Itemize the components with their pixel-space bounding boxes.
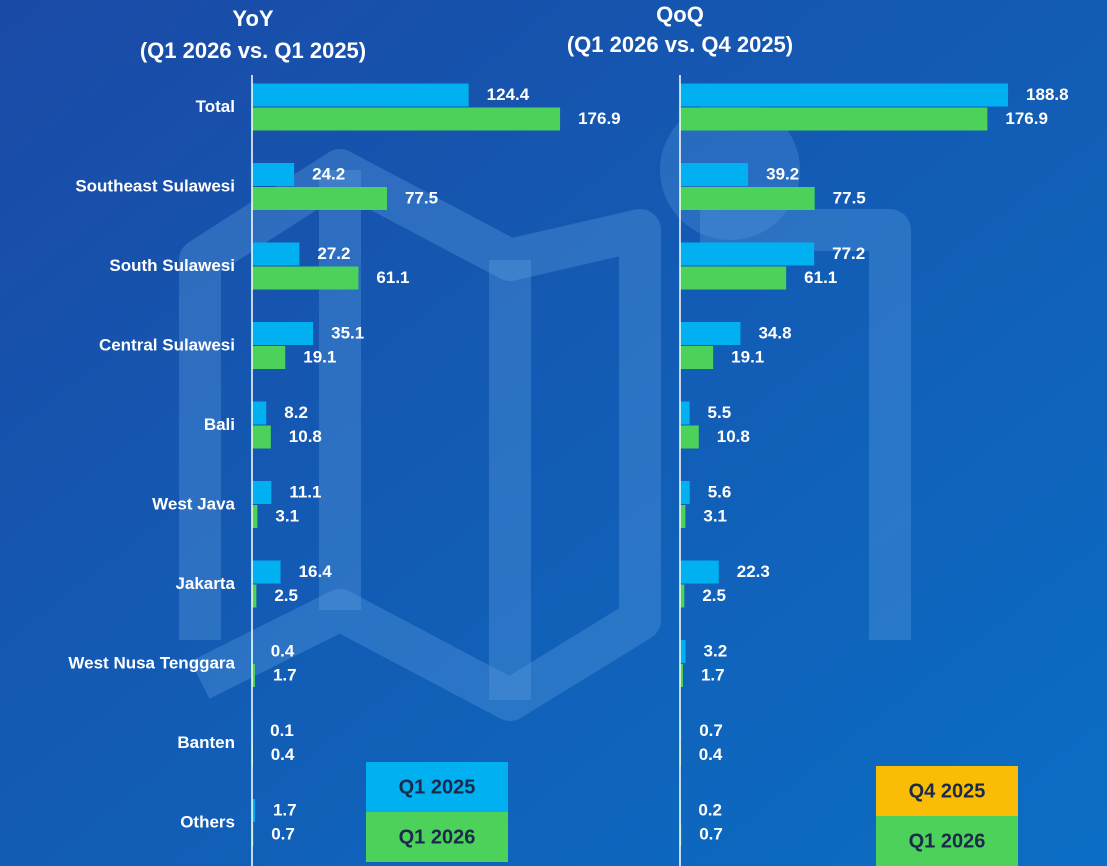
bar <box>680 346 714 369</box>
category-label: South Sulawesi <box>109 256 235 275</box>
data-label: 27.2 <box>317 244 350 263</box>
data-label: 1.7 <box>701 665 725 684</box>
data-label: 77.5 <box>833 188 866 207</box>
chart-title: QoQ <box>656 2 704 27</box>
category-label: Banten <box>177 733 235 752</box>
bar <box>680 640 686 663</box>
legend-swatch <box>366 762 508 812</box>
bar <box>252 799 255 822</box>
data-label: 2.5 <box>274 586 298 605</box>
bar <box>680 664 683 687</box>
data-label: 24.2 <box>312 164 345 183</box>
data-label: 0.4 <box>271 641 295 660</box>
bar <box>252 584 257 608</box>
data-label: 1.7 <box>273 665 297 684</box>
data-label: 34.8 <box>758 323 791 342</box>
bar <box>680 401 690 425</box>
bar <box>680 242 815 266</box>
data-label: 16.4 <box>299 562 333 581</box>
data-label: 0.4 <box>699 745 723 764</box>
data-label: 0.7 <box>699 721 723 740</box>
bar <box>680 425 699 449</box>
data-label: 61.1 <box>376 268 409 287</box>
legend-swatch <box>876 816 1018 866</box>
bar <box>252 664 255 687</box>
data-label: 176.9 <box>578 109 621 128</box>
bar <box>680 505 686 528</box>
data-label: 10.8 <box>289 427 322 446</box>
data-label: 0.7 <box>699 824 723 843</box>
data-label: 8.2 <box>284 403 308 422</box>
data-label: 5.5 <box>708 403 732 422</box>
category-label: Total <box>196 97 235 116</box>
data-label: 77.5 <box>405 188 438 207</box>
bar <box>680 163 749 186</box>
bar <box>680 584 685 608</box>
bar <box>680 560 719 584</box>
data-label: 11.1 <box>289 482 321 501</box>
watermark <box>179 149 911 721</box>
data-label: 3.1 <box>703 506 727 525</box>
data-label: 10.8 <box>717 427 750 446</box>
data-label: 22.3 <box>737 562 770 581</box>
data-label: 5.6 <box>708 482 732 501</box>
data-label: 3.1 <box>275 506 299 525</box>
legend-swatch <box>876 766 1018 816</box>
bar <box>680 266 787 290</box>
data-label: 176.9 <box>1005 109 1048 128</box>
legend-label: Q1 2025 <box>399 776 476 798</box>
category-label: Jakarta <box>175 574 235 593</box>
bar <box>680 107 988 131</box>
data-label: 35.1 <box>331 323 364 342</box>
data-label: 0.4 <box>271 745 295 764</box>
bar <box>252 481 272 504</box>
legend-label: Q4 2025 <box>909 780 986 802</box>
bar <box>252 425 271 449</box>
data-label: 3.2 <box>704 641 728 660</box>
bar <box>252 346 286 369</box>
data-label: 0.2 <box>698 800 722 819</box>
category-label: Central Sulawesi <box>99 335 235 354</box>
data-label: 19.1 <box>303 347 336 366</box>
category-label: Southeast Sulawesi <box>75 176 235 195</box>
category-label: Others <box>180 812 235 831</box>
legend-label: Q1 2026 <box>909 830 986 852</box>
bar <box>680 481 690 504</box>
bar <box>252 505 258 528</box>
bar <box>252 242 300 266</box>
data-label: 124.4 <box>487 85 530 104</box>
data-label: 77.2 <box>832 244 865 263</box>
bar <box>680 322 741 345</box>
data-label: 0.1 <box>270 721 294 740</box>
data-label: 0.7 <box>271 824 295 843</box>
chart-subtitle: (Q1 2026 vs. Q1 2025) <box>140 38 366 63</box>
bar <box>252 266 359 290</box>
legend-swatch <box>366 812 508 862</box>
bar <box>680 83 1009 107</box>
data-label: 2.5 <box>702 586 726 605</box>
data-label: 19.1 <box>731 347 764 366</box>
chart-title: YoY <box>232 6 273 31</box>
data-label: 39.2 <box>766 164 799 183</box>
legend-label: Q1 2026 <box>399 826 476 848</box>
bar <box>252 560 281 584</box>
category-label: West Java <box>152 494 235 513</box>
category-label: Bali <box>204 415 235 434</box>
bar <box>252 187 387 210</box>
data-label: 61.1 <box>804 268 837 287</box>
chart-subtitle: (Q1 2026 vs. Q4 2025) <box>567 32 793 57</box>
category-label: West Nusa Tenggara <box>68 653 235 672</box>
bar <box>252 322 314 345</box>
bar <box>680 187 815 210</box>
data-label: 188.8 <box>1026 85 1069 104</box>
bar <box>252 401 267 425</box>
bar <box>252 107 561 131</box>
data-label: 1.7 <box>273 800 297 819</box>
bar <box>252 83 469 107</box>
bar <box>252 163 295 186</box>
